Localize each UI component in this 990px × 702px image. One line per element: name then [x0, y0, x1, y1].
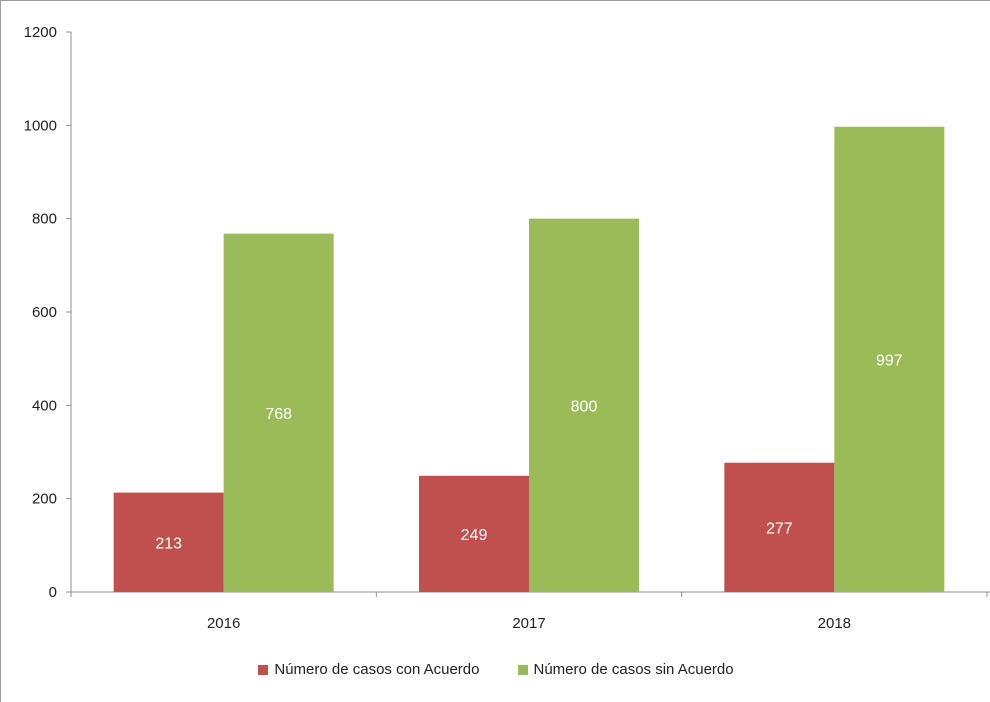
y-tick-label: 400	[32, 397, 57, 414]
legend-label-con-acuerdo: Número de casos con Acuerdo	[274, 661, 480, 678]
x-tick-label-2018: 2018	[818, 615, 851, 632]
data-label-con-acuerdo-2018: 277	[766, 520, 793, 537]
y-tick-label: 1000	[24, 117, 57, 134]
bar-con-acuerdo-2016	[113, 492, 224, 592]
bar-sin-acuerdo-2016	[223, 233, 334, 592]
legend-item-con-acuerdo: Número de casos con Acuerdo	[258, 661, 480, 678]
bar-con-acuerdo-2017	[419, 475, 529, 592]
bar-chart: 0 200 400 600 800 1000 1200 2016 2017 2018 213 76…	[24, 24, 990, 632]
bar-con-acuerdo-2018	[724, 462, 835, 592]
x-tick-label-2017: 2017	[512, 615, 545, 632]
y-tick-label: 800	[32, 211, 57, 228]
y-tick-label: 1200	[24, 24, 57, 41]
data-label-sin-acuerdo-2018: 997	[876, 352, 903, 369]
data-label-con-acuerdo-2016: 213	[155, 535, 182, 552]
bar-sin-acuerdo-2017	[529, 218, 639, 592]
y-tick-label: 600	[32, 304, 57, 321]
bars	[113, 126, 945, 592]
legend: Número de casos con Acuerdo Número de ca…	[1, 661, 990, 678]
x-axis: 2016 2017 2018	[70, 591, 990, 632]
y-tick-label: 0	[49, 584, 57, 601]
legend-swatch-con-acuerdo	[258, 664, 269, 675]
data-label-sin-acuerdo-2016: 768	[265, 406, 292, 423]
bar-sin-acuerdo-2018	[834, 126, 945, 592]
legend-item-sin-acuerdo: Número de casos sin Acuerdo	[517, 661, 734, 678]
y-tick-label: 200	[32, 491, 57, 508]
legend-swatch-sin-acuerdo	[517, 664, 528, 675]
data-label-sin-acuerdo-2017: 800	[571, 398, 598, 415]
y-axis: 0 200 400 600 800 1000 1200	[24, 24, 72, 601]
data-labels: 213 768 249 800 277 997	[155, 352, 902, 552]
data-label-con-acuerdo-2017: 249	[461, 527, 488, 544]
x-tick-label-2016: 2016	[207, 615, 240, 632]
legend-label-sin-acuerdo: Número de casos sin Acuerdo	[533, 661, 734, 678]
